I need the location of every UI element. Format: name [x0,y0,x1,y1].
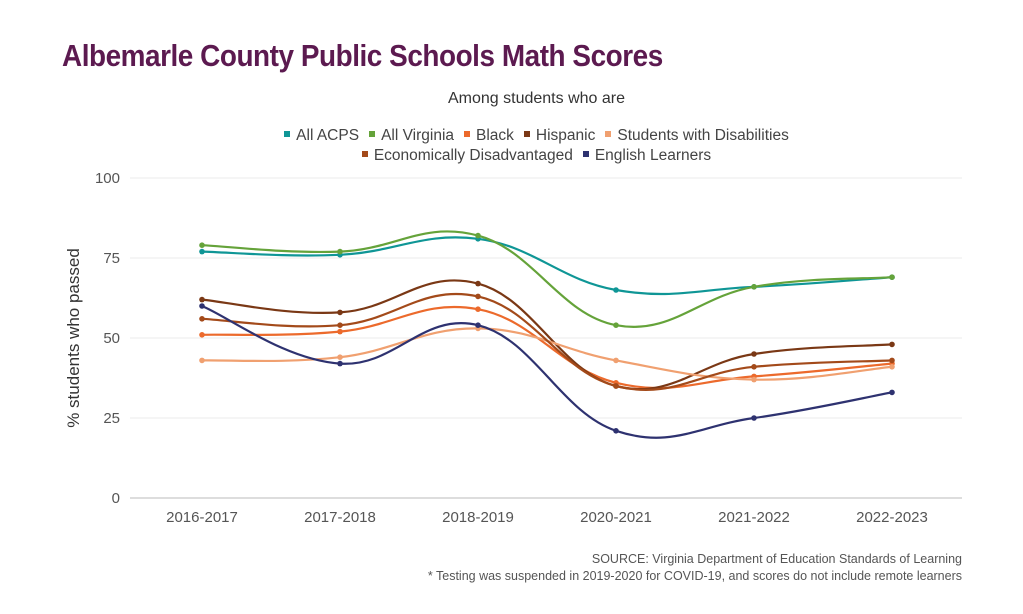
legend-swatch [284,130,291,137]
data-point [475,232,481,239]
legend-item: Hispanic [523,127,596,145]
legend-label: All Virginia [381,127,455,144]
data-point [889,389,895,396]
legend-item: All Virginia [369,127,454,145]
x-tick-label: 2021-2022 [718,509,790,526]
data-point [199,248,205,255]
y-tick-label: 50 [103,330,120,347]
data-point [475,306,481,313]
legend-item: Economically Disadvantaged [361,147,573,165]
data-point [751,415,757,421]
data-point [751,284,757,290]
legend-label: Students with Disabilities [617,127,789,144]
data-point [889,357,895,364]
y-tick-label: 75 [103,250,120,267]
y-tick-label: 0 [112,490,120,507]
series-line-all-acps [201,236,893,296]
x-tick-label: 2018-2019 [442,509,514,526]
series-line-students-with-disabilities [201,327,893,381]
data-point [337,309,343,316]
data-point [337,322,343,329]
series-line-english-learners [201,304,893,439]
x-tick-label: 2016-2017 [166,509,238,526]
data-point [613,322,619,329]
legend-label: Economically Disadvantaged [373,147,573,164]
series-line-hispanic [201,279,893,391]
data-point [199,296,205,303]
data-point [199,357,205,364]
data-point [751,376,757,383]
legend-item: All ACPS [284,127,359,145]
footnote-text: * Testing was suspended in 2019-2020 for… [427,569,962,583]
legend-swatch [369,130,376,137]
data-point [889,364,895,370]
x-tick-label: 2017-2018 [304,509,376,526]
data-point [613,383,619,389]
data-point [751,351,757,357]
chart-subtitle: Among students who are [448,90,625,107]
data-point [199,242,205,248]
x-tick-label: 2022-2023 [856,509,928,526]
series-line-all-virginia [201,230,893,328]
data-point [751,364,757,370]
data-point [337,248,343,255]
legend-swatch [523,130,530,137]
legend-item: English Learners [582,147,712,165]
data-point [337,354,343,361]
data-point [337,360,343,367]
data-point [199,303,205,309]
y-axis-label: % students who passed [64,248,83,428]
legend-swatch [582,150,589,157]
data-point [199,316,205,322]
legend-item: Students with Disabilities [605,127,789,145]
legend-swatch [605,130,612,137]
legend-row-2: Economically Disadvantaged English Learne… [0,147,1023,165]
chart-title: Albemarle County Public Schools Math Sco… [62,38,663,73]
legend-swatch [464,130,471,137]
data-point [613,428,619,434]
data-point [613,357,619,364]
legend-label: Hispanic [535,127,596,144]
series-line-black [201,305,893,390]
x-tick-label: 2020-2021 [580,509,652,526]
data-point [475,280,481,287]
data-point [475,293,481,300]
legend-item: Black [464,127,514,145]
legend-swatch [361,150,368,157]
source-note: SOURCE: Virginia Department of Education… [428,551,962,585]
legend-row-1: All ACPS All Virginia Black Hispanic Student… [0,127,1023,145]
source-text: SOURCE: Virginia Department of Education… [591,552,962,566]
legend-label: English Learners [594,147,712,164]
data-point [337,328,343,335]
data-point [199,332,205,338]
legend-label: All ACPS [296,127,360,144]
data-point [475,322,481,329]
series-line-economically-disadvantaged [201,292,893,391]
y-tick-label: 25 [103,410,120,427]
data-point [613,287,619,293]
y-tick-label: 100 [95,170,120,187]
data-point [889,341,895,348]
data-point [889,274,895,281]
legend-label: Black [476,127,514,144]
